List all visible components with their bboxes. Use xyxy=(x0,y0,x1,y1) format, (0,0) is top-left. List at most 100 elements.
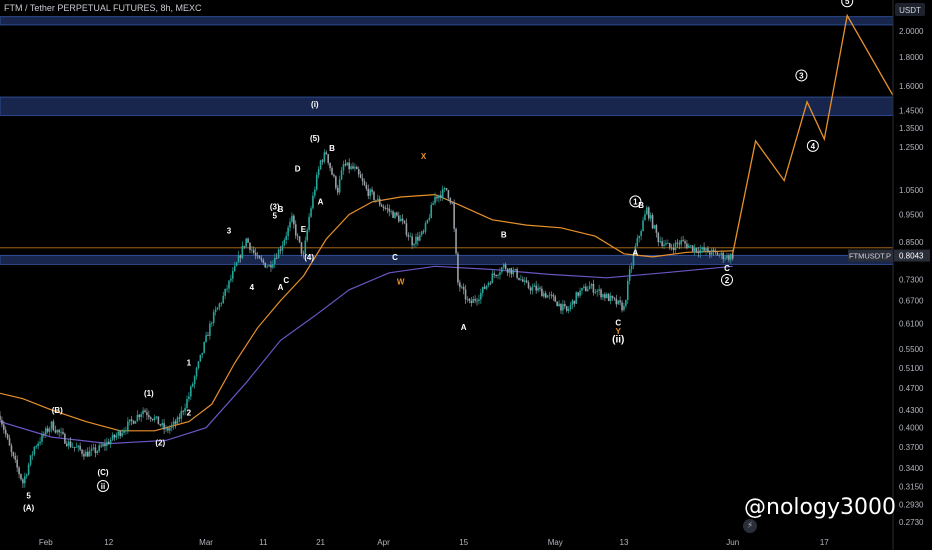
candle-body xyxy=(474,298,476,301)
candle-body xyxy=(394,212,396,218)
wave-label: E xyxy=(301,225,307,234)
candle-body xyxy=(605,294,608,298)
candle-body xyxy=(651,215,654,229)
price-tick-label: 1.8000 xyxy=(899,53,924,62)
candle-body xyxy=(588,285,591,290)
candle-body xyxy=(699,249,702,254)
candle-body xyxy=(130,419,133,421)
candle-body xyxy=(623,305,625,311)
candle-body xyxy=(279,249,282,251)
candle-body xyxy=(186,399,188,408)
candle-body xyxy=(422,231,425,233)
candle-body xyxy=(291,215,293,222)
candle-body xyxy=(506,269,509,273)
candle-body xyxy=(724,258,726,260)
candle-body xyxy=(459,282,461,288)
candle-body xyxy=(256,255,259,257)
candle-body xyxy=(663,244,665,246)
candle-body xyxy=(451,202,454,204)
time-tick-label: Jun xyxy=(726,538,739,547)
candle-body xyxy=(371,189,373,192)
candle-body xyxy=(218,303,221,308)
candle-body xyxy=(688,245,690,248)
candle-body xyxy=(678,243,681,245)
candle-body xyxy=(525,280,528,283)
candle-body xyxy=(516,269,518,278)
candle-body xyxy=(102,443,104,447)
candle-body xyxy=(590,283,593,286)
candle-body xyxy=(277,249,280,259)
candle-body xyxy=(258,256,261,259)
candle-body xyxy=(121,432,123,437)
wave-label-circle xyxy=(720,273,733,286)
candle-body xyxy=(75,446,78,448)
candle-body xyxy=(647,207,650,219)
wave-label: A xyxy=(461,323,467,332)
candle-body xyxy=(380,204,383,207)
zone-rect xyxy=(0,254,894,265)
candle-body xyxy=(104,443,106,447)
candle-body xyxy=(340,170,343,180)
candle-body xyxy=(564,304,566,307)
candle-body xyxy=(266,266,268,268)
candle-body xyxy=(302,253,305,255)
candle-body xyxy=(226,288,228,290)
candle-body xyxy=(523,280,526,282)
wave-label: (i) xyxy=(311,100,319,109)
candle-body xyxy=(350,166,352,170)
candle-body xyxy=(25,474,28,477)
candle-body xyxy=(630,265,633,270)
candle-body xyxy=(617,300,620,305)
candle-body xyxy=(342,164,345,171)
candle-body xyxy=(581,287,583,291)
wave-label: ii xyxy=(101,482,105,491)
chart-title: FTM / Tether PERPETUAL FUTURES, 8h, MEXC xyxy=(4,3,202,13)
candle-body xyxy=(319,160,322,170)
candle-body xyxy=(552,295,555,297)
candle-body xyxy=(420,231,423,236)
candle-body xyxy=(481,286,484,293)
candle-body xyxy=(287,227,289,236)
candle-body xyxy=(6,434,9,439)
wave-label: (ii) xyxy=(612,335,624,346)
wave-label: (4) xyxy=(304,253,314,262)
candle-body xyxy=(621,302,623,311)
candle-body xyxy=(556,301,558,307)
candle-body xyxy=(646,207,648,215)
candle-body xyxy=(348,162,350,170)
candle-body xyxy=(514,269,516,271)
candle-body xyxy=(43,433,45,435)
candle-body xyxy=(544,293,547,298)
candle-body xyxy=(251,249,253,251)
candle-body xyxy=(495,274,497,276)
candle-body xyxy=(62,431,64,434)
candle-body xyxy=(37,443,39,447)
candle-body xyxy=(703,247,705,251)
wave-label: 5 xyxy=(26,492,31,501)
wave-label: 2 xyxy=(187,409,192,418)
zone-rect xyxy=(0,16,894,26)
candle-body xyxy=(165,428,167,430)
candle-body xyxy=(94,447,97,454)
candle-body xyxy=(720,252,723,255)
candle-body xyxy=(35,446,38,448)
tradingview-logo-icon[interactable]: ⚡ xyxy=(743,519,757,533)
candle-body xyxy=(659,241,662,243)
wave-label: Y xyxy=(616,327,622,336)
candle-body xyxy=(478,299,480,302)
time-tick-label: 13 xyxy=(620,538,629,547)
candle-body xyxy=(676,242,679,244)
candle-body xyxy=(382,206,385,208)
candle-body xyxy=(638,236,641,239)
wave-label: 2 xyxy=(725,276,730,285)
candle-body xyxy=(172,421,175,425)
candle-body xyxy=(201,352,204,355)
wave-label: 1 xyxy=(633,197,638,206)
candle-body xyxy=(184,407,186,412)
candle-body xyxy=(695,247,698,252)
candle-body xyxy=(613,297,616,299)
candle-body xyxy=(598,289,600,291)
candle-body xyxy=(272,264,274,268)
candle-body xyxy=(657,232,660,243)
